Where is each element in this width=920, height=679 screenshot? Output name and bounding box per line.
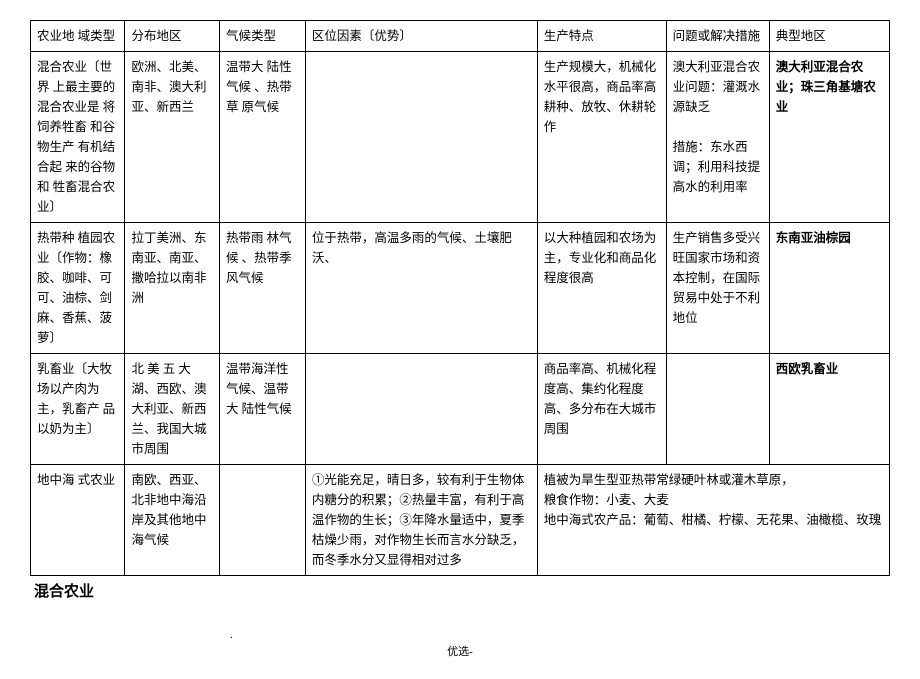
header-cell: 分布地区 xyxy=(125,21,219,52)
table-cell: 生产销售多受兴旺国家市场和资本控制，在国际贸易中处于不利地位 xyxy=(666,223,769,354)
table-cell: 混合农业〔世界 上最主要的 混合农业是 将饲养牲畜 和谷物生产 有机结合起 来的… xyxy=(31,52,125,223)
page-dot: . xyxy=(30,629,890,641)
table-cell: 澳大利亚混合农业问题：灌溉水源缺乏 措施：东水西调；利用科技提高水的利用率 xyxy=(666,52,769,223)
section-heading: 混合农业 xyxy=(34,580,890,601)
table-cell xyxy=(666,354,769,465)
table-cell: 温带海洋性气候、温带大 陆性气候 xyxy=(219,354,305,465)
header-cell: 区位因素〔优势〕 xyxy=(305,21,537,52)
table-cell: 地中海 式农业 xyxy=(31,465,125,576)
page-number-label: 优选- xyxy=(30,643,890,659)
table-row: 乳畜业〔大牧 场以产肉为 主，乳畜产 品以奶为主〕北 美 五 大湖、西欧、澳大利… xyxy=(31,354,890,465)
header-cell: 典型地区 xyxy=(769,21,889,52)
table-cell: 拉丁美洲、东南亚、南亚、撒哈拉以南非洲 xyxy=(125,223,219,354)
table-cell xyxy=(305,52,537,223)
table-cell: 欧洲、北美、南非、澳大利亚、新西兰 xyxy=(125,52,219,223)
table-cell: 南欧、西亚、北非地中海沿岸及其他地中海气候 xyxy=(125,465,219,576)
table-header-row: 农业地 域类型 分布地区 气候类型 区位因素〔优势〕 生产特点 问题或解决措施 … xyxy=(31,21,890,52)
table-row: 热带种 植园农业〔作物：橡胶、咖啡、可可、油棕、剑麻、香蕉、菠萝〕拉丁美洲、东南… xyxy=(31,223,890,354)
table-cell xyxy=(305,354,537,465)
header-cell: 农业地 域类型 xyxy=(31,21,125,52)
table-cell: 生产规模大，机械化水平很高，商品率高 耕种、放牧、休耕轮作 xyxy=(537,52,666,223)
table-cell: 商品率高、机械化程度高、集约化程度高、多分布在大城市周围 xyxy=(537,354,666,465)
table-cell: 热带雨 林气候 、热带季 风气候 xyxy=(219,223,305,354)
table-cell: 北 美 五 大湖、西欧、澳大利亚、新西兰、我国大城市周围 xyxy=(125,354,219,465)
table-cell: 植被为旱生型亚热带常绿硬叶林或灌木草原， 粮食作物：小麦、大麦 地中海式农产品：… xyxy=(537,465,889,576)
header-cell: 气候类型 xyxy=(219,21,305,52)
table-cell: 乳畜业〔大牧 场以产肉为 主，乳畜产 品以奶为主〕 xyxy=(31,354,125,465)
table-cell: 以大种植园和农场为主，专业化和商品化程度很高 xyxy=(537,223,666,354)
table-cell: 热带种 植园农业〔作物：橡胶、咖啡、可可、油棕、剑麻、香蕉、菠萝〕 xyxy=(31,223,125,354)
table-cell: 东南亚油棕园 xyxy=(769,223,889,354)
table-cell: 澳大利亚混合农业；珠三角基塘农业 xyxy=(769,52,889,223)
table-cell: ①光能充足，晴日多，较有利于生物体内糖分的积累；②热量丰富，有利于高温作物的生长… xyxy=(305,465,537,576)
table-cell: 西欧乳畜业 xyxy=(769,354,889,465)
table-cell: 温带大 陆性气候 、热带草 原气候 xyxy=(219,52,305,223)
header-cell: 问题或解决措施 xyxy=(666,21,769,52)
table-row: 地中海 式农业南欧、西亚、北非地中海沿岸及其他地中海气候 ①光能充足，晴日多，较有… xyxy=(31,465,890,576)
header-cell: 生产特点 xyxy=(537,21,666,52)
table-cell: 位于热带，高温多雨的气候、土壤肥沃、 xyxy=(305,223,537,354)
table-row: 混合农业〔世界 上最主要的 混合农业是 将饲养牲畜 和谷物生产 有机结合起 来的… xyxy=(31,52,890,223)
table-cell xyxy=(219,465,305,576)
agriculture-table: 农业地 域类型 分布地区 气候类型 区位因素〔优势〕 生产特点 问题或解决措施 … xyxy=(30,20,890,576)
